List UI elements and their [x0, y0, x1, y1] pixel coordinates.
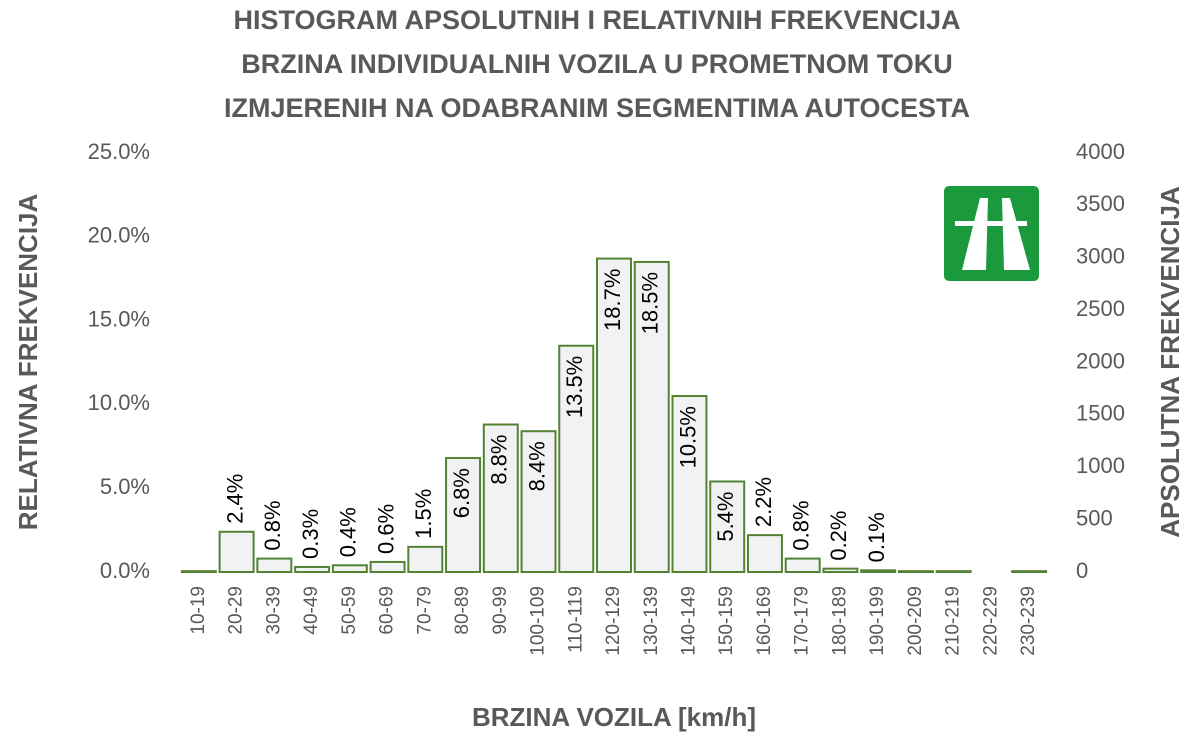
y2-axis-title: APSOLUTNA FREKVENCIJA: [1155, 186, 1185, 538]
bar: [860, 569, 897, 573]
bar: [746, 534, 783, 573]
x-tick-label: 20-29: [226, 586, 247, 635]
bar: [407, 545, 444, 573]
value-label: 18.5%: [638, 272, 663, 334]
x-tick-label: 80-89: [452, 586, 473, 635]
value-label: 8.8%: [487, 435, 512, 485]
x-tick-label: 100-109: [528, 586, 549, 656]
x-tick-label: 180-189: [829, 586, 850, 656]
value-label: 0.8%: [789, 500, 814, 550]
value-label: 10.5%: [675, 406, 700, 468]
x-tick-label: 60-69: [377, 586, 398, 635]
x-tick-label: 170-179: [792, 586, 813, 656]
value-label: 0.8%: [260, 500, 285, 550]
x-tick-label: 200-209: [905, 586, 926, 656]
y-tick-label: 15.0%: [88, 306, 150, 331]
y2-tick-label: 3000: [1076, 244, 1125, 269]
bar: [671, 395, 708, 573]
bar: [369, 560, 406, 573]
value-label: 13.5%: [562, 356, 587, 418]
value-label: 0.3%: [298, 509, 323, 559]
bar: [709, 480, 746, 573]
y-axis-title: RELATIVNA FREKVENCIJA: [13, 193, 43, 530]
bar: [558, 344, 595, 573]
chart-title: HISTOGRAM APSOLUTNIH I RELATIVNIH FREKVE…: [233, 5, 960, 35]
bar: [596, 257, 632, 573]
x-tick-label: 230-239: [1018, 586, 1039, 656]
x-tick-label: 190-199: [867, 586, 888, 656]
value-label: 1.5%: [411, 489, 436, 539]
y2-tick-label: 4000: [1076, 139, 1125, 164]
bar: [331, 564, 368, 574]
x-tick-label: 120-129: [603, 586, 624, 656]
value-label: 0.6%: [373, 504, 398, 554]
x-tick-label: 110-119: [565, 586, 586, 653]
x-tick-label: 220-229: [980, 586, 1001, 656]
y-tick-label: 5.0%: [100, 474, 150, 499]
value-label: 18.7%: [600, 269, 625, 331]
value-label: 5.4%: [713, 491, 738, 541]
x-tick-label: 160-169: [754, 586, 775, 656]
value-label: 8.4%: [524, 441, 549, 491]
x-tick-label: 130-139: [641, 586, 662, 656]
bar: [256, 557, 293, 573]
x-axis-title: BRZINA VOZILA [km/h]: [472, 702, 756, 732]
y-tick-label: 20.0%: [88, 223, 150, 248]
x-tick-label: 90-99: [490, 586, 511, 635]
bar: [784, 557, 821, 573]
y2-tick-label: 2000: [1076, 348, 1125, 373]
y-tick-label: 0.0%: [100, 558, 150, 583]
bar: [897, 570, 934, 573]
bar: [633, 260, 670, 573]
value-label: 2.4%: [222, 474, 247, 524]
bar: [520, 430, 557, 573]
y2-tick-label: 0: [1076, 558, 1088, 583]
value-label: 2.2%: [751, 477, 776, 527]
value-label: 6.8%: [449, 468, 474, 518]
bar: [180, 570, 217, 573]
bar: [482, 423, 519, 573]
chart-title: IZMJERENIH NA ODABRANIM SEGMENTIMA AUTOC…: [224, 93, 970, 123]
bar: [822, 567, 859, 574]
y-tick-label: 25.0%: [88, 139, 150, 164]
x-tick-label: 10-19: [188, 586, 209, 635]
x-tick-label: 70-79: [414, 586, 435, 635]
y2-tick-label: 500: [1076, 505, 1113, 530]
bar: [1011, 570, 1048, 573]
bar: [218, 530, 255, 573]
x-tick-label: 150-159: [716, 586, 737, 656]
value-label: 0.2%: [826, 510, 851, 560]
y-tick-label: 10.0%: [88, 390, 150, 415]
value-label: 0.4%: [336, 507, 361, 557]
y2-tick-label: 3500: [1076, 191, 1125, 216]
x-tick-label: 30-39: [263, 586, 284, 635]
bar: [294, 565, 331, 573]
y2-tick-label: 1500: [1076, 401, 1125, 426]
y2-tick-label: 1000: [1076, 453, 1125, 478]
value-label: 0.1%: [864, 512, 889, 562]
bar: [935, 570, 972, 573]
motorway-sign: [942, 184, 1041, 283]
bar: [445, 457, 482, 574]
x-tick-label: 210-219: [943, 586, 964, 656]
y2-tick-label: 2500: [1076, 296, 1125, 321]
x-tick-label: 50-59: [339, 586, 360, 635]
chart-title: BRZINA INDIVIDUALNIH VOZILA U PROMETNOM …: [241, 49, 952, 79]
x-tick-label: 40-49: [301, 586, 322, 635]
x-tick-label: 140-149: [678, 586, 699, 656]
